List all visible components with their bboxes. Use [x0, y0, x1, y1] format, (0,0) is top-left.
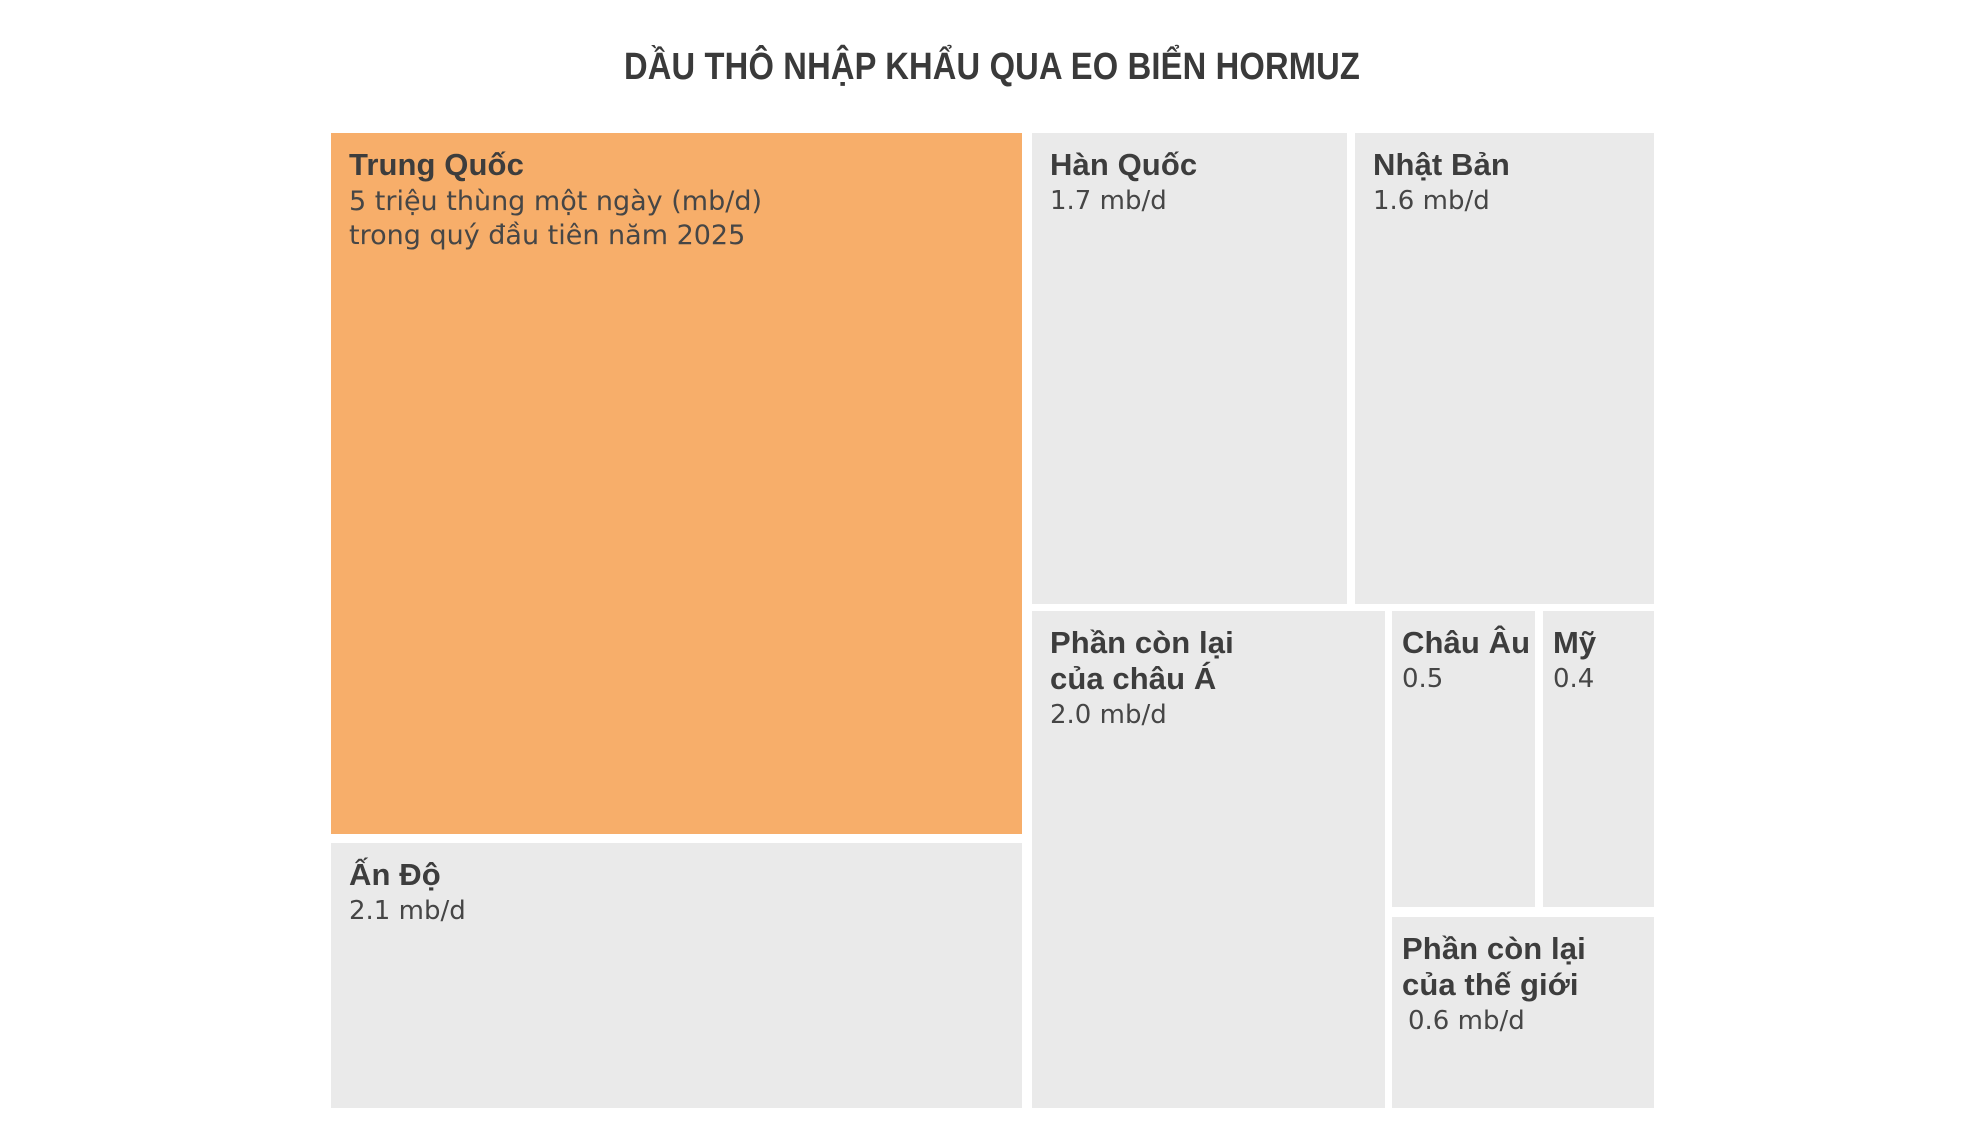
treemap-tile-trung-quoc[interactable]: Trung Quốc 5 triệu thùng một ngày (mb/d)…	[331, 133, 1022, 834]
tile-label: Mỹ	[1553, 625, 1597, 660]
tile-label: Nhật Bản	[1373, 147, 1510, 182]
treemap-tile-an-do[interactable]: Ấn Độ 2.1 mb/d	[331, 843, 1022, 1108]
tile-label: Phần còn lại của thế giới	[1402, 931, 1586, 1002]
tile-value: 2.0 mb/d	[1050, 700, 1167, 730]
page-title: DẦU THÔ NHẬP KHẨU QUA EO BIỂN HORMUZ	[623, 46, 1361, 88]
tile-label: Châu Âu	[1402, 625, 1531, 660]
tile-label: Phần còn lại của châu Á	[1050, 625, 1234, 696]
tile-value: 0.5	[1402, 664, 1444, 694]
treemap-tile-han-quoc[interactable]: Hàn Quốc 1.7 mb/d	[1032, 133, 1347, 604]
tile-label: Trung Quốc	[349, 147, 524, 182]
tile-value: 1.7 mb/d	[1050, 186, 1167, 216]
tile-value: 0.4	[1553, 664, 1595, 694]
tile-label: Hàn Quốc	[1050, 147, 1198, 182]
tile-label: Ấn Độ	[349, 857, 441, 892]
treemap-tile-my[interactable]: Mỹ 0.4	[1543, 611, 1654, 907]
treemap-tile-phan-con-lai-cua-chau-a[interactable]: Phần còn lại của châu Á 2.0 mb/d	[1032, 611, 1385, 1108]
tile-value: 2.1 mb/d	[349, 896, 466, 926]
treemap-tile-phan-con-lai-cua-the-gioi[interactable]: Phần còn lại của thế giới 0.6 mb/d	[1392, 917, 1654, 1108]
treemap-tile-chau-au[interactable]: Châu Âu 0.5	[1392, 611, 1535, 907]
treemap-tile-nhat-ban[interactable]: Nhật Bản 1.6 mb/d	[1355, 133, 1654, 604]
tile-value: 0.6 mb/d	[1408, 1006, 1525, 1036]
tile-value: 1.6 mb/d	[1373, 186, 1490, 216]
tile-value: 5 triệu thùng một ngày (mb/d) trong quý …	[349, 186, 762, 251]
